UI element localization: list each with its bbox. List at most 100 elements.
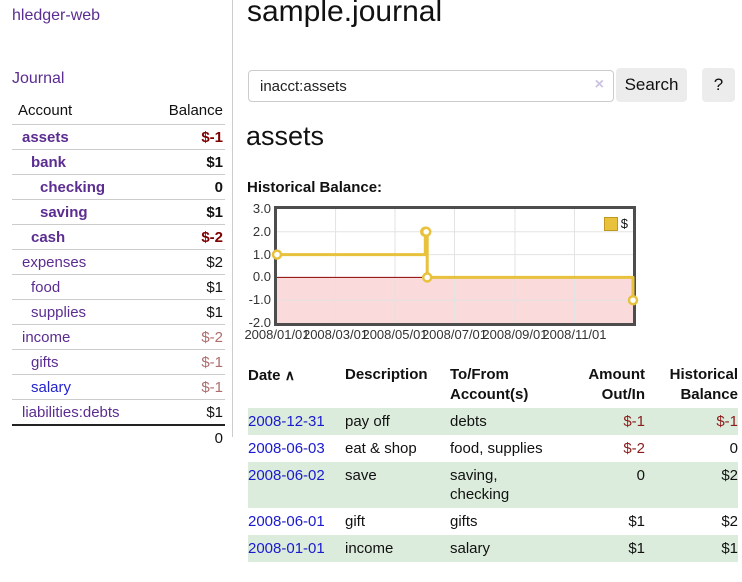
transaction-balance: 0 — [729, 440, 738, 457]
register-header-row: Date ∧ Description To/From Account(s) Am… — [248, 362, 738, 408]
account-balance: $-1 — [201, 378, 223, 396]
transaction-accounts: food, supplies — [450, 440, 543, 457]
accounts-total-value: 0 — [214, 429, 223, 447]
table-row: 2008-12-31 pay off debts $-1 $-1 — [248, 408, 738, 435]
transaction-amount: $1 — [628, 513, 645, 530]
transaction-balance: $2 — [721, 513, 738, 530]
accounts-header-balance: Balance — [168, 102, 223, 119]
account-balance: $-1 — [201, 353, 223, 371]
account-row: salary $-1 — [12, 374, 225, 400]
legend-label: $ — [620, 216, 628, 231]
account-link-gifts[interactable]: gifts — [31, 353, 59, 371]
account-link-supplies[interactable]: supplies — [31, 303, 87, 321]
y-axis-tick-label: -2.0 — [248, 315, 271, 330]
x-axis-tick-label: 2008/07/01 — [421, 327, 488, 342]
register-header-accounts: To/From Account(s) — [450, 366, 529, 403]
register-header-description: Description — [345, 366, 428, 383]
account-link-food[interactable]: food — [31, 278, 61, 296]
account-row: saving $1 — [12, 199, 225, 225]
help-button[interactable]: ? — [702, 68, 735, 102]
y-axis-tick-label: 2.0 — [252, 223, 271, 239]
table-row: 2008-06-01 gift gifts $1 $2 — [248, 508, 738, 535]
transaction-date-link[interactable]: 2008-06-01 — [248, 513, 325, 530]
register-table: Date ∧ Description To/From Account(s) Am… — [248, 362, 738, 562]
transaction-description: eat & shop — [345, 440, 417, 457]
chart-plot-area: $ — [271, 206, 639, 326]
transaction-balance: $2 — [721, 467, 738, 484]
account-link-salary[interactable]: salary — [31, 378, 72, 396]
account-balance: $1 — [206, 153, 223, 171]
account-balance: 0 — [214, 178, 223, 196]
account-balance: $-2 — [201, 328, 223, 346]
transaction-accounts: debts — [450, 413, 487, 430]
legend-swatch-icon — [603, 216, 618, 231]
transaction-date-link[interactable]: 2008-01-01 — [248, 540, 325, 557]
y-axis-tick-label: 3.0 — [252, 201, 271, 216]
account-balance: $-1 — [201, 128, 223, 146]
account-link-cash[interactable]: cash — [31, 228, 66, 246]
account-link-expenses[interactable]: expenses — [22, 253, 87, 271]
search-box: × — [248, 70, 614, 102]
historical-balance-chart: $ 3.0 2.0 1.0 0.0 -1.0 -2.0 2008/01/01 2008/03/… — [244, 201, 742, 347]
register-header-balance: Historical Balance — [669, 366, 738, 403]
transaction-accounts: salary — [450, 540, 491, 557]
transaction-balance: $-1 — [716, 413, 738, 430]
transaction-description: save — [345, 467, 377, 484]
register-header-date[interactable]: Date ∧ — [248, 367, 295, 384]
data-point-marker — [627, 294, 639, 306]
transaction-accounts: gifts — [450, 513, 478, 530]
table-row: 2008-06-03 eat & shop food, supplies $-2… — [248, 435, 738, 462]
account-balance: $2 — [206, 253, 223, 271]
account-row: checking 0 — [12, 174, 225, 200]
account-balance: $1 — [206, 303, 223, 321]
transaction-description: income — [345, 540, 394, 557]
account-link-income[interactable]: income — [22, 328, 71, 346]
account-row: income $-2 — [12, 324, 225, 350]
chart-title: Historical Balance: — [247, 179, 383, 196]
transaction-amount: $1 — [628, 540, 645, 557]
account-balance: $1 — [206, 203, 223, 221]
accounts-header-account: Account — [18, 102, 73, 119]
transaction-description: pay off — [345, 413, 390, 430]
transaction-balance: $1 — [721, 540, 738, 557]
transaction-date-link[interactable]: 2008-12-31 — [248, 413, 325, 430]
account-link-saving[interactable]: saving — [40, 203, 88, 221]
account-row: gifts $-1 — [12, 349, 225, 375]
sidebar: hledger-web Journal Account Balance asse… — [0, 0, 233, 447]
transaction-date-link[interactable]: 2008-06-02 — [248, 467, 325, 484]
x-axis-tick-label: 2008/01/01 — [244, 327, 310, 342]
y-axis-tick-label: -1.0 — [248, 292, 271, 308]
account-link-liabilities-debts[interactable]: liabilities:debts — [22, 403, 120, 421]
account-link-assets[interactable]: assets — [22, 128, 69, 146]
transaction-amount: 0 — [636, 467, 645, 484]
search-input[interactable] — [258, 72, 592, 100]
x-axis-tick-label: 2008/05/01 — [362, 327, 428, 342]
x-axis-tick-label: 2008/11/01 — [542, 327, 607, 342]
sidebar-item-journal[interactable]: Journal — [12, 70, 65, 87]
account-link-checking[interactable]: checking — [40, 178, 106, 196]
account-row: expenses $2 — [12, 249, 225, 275]
transaction-amount: $-2 — [623, 440, 645, 457]
account-row: food $1 — [12, 274, 225, 300]
app-title-link[interactable]: hledger-web — [12, 7, 101, 24]
table-row: 2008-06-02 save saving, checking 0 $2 — [248, 462, 738, 508]
clear-search-icon[interactable]: × — [594, 76, 604, 93]
account-balance: $-2 — [201, 228, 223, 246]
data-point-marker — [421, 272, 433, 283]
accounts-total-row: 0 — [12, 425, 225, 450]
x-axis-tick-label: 2008/09/01 — [482, 327, 548, 342]
search-button[interactable]: Search — [616, 68, 687, 102]
data-point-marker — [420, 226, 432, 238]
page-title: sample.journal — [247, 0, 443, 28]
chart-canvas — [271, 209, 639, 323]
account-link-bank[interactable]: bank — [31, 153, 67, 171]
transaction-accounts: saving, checking — [450, 467, 510, 503]
transaction-description: gift — [345, 513, 366, 530]
transaction-date-link[interactable]: 2008-06-03 — [248, 440, 325, 457]
transaction-amount: $-1 — [623, 413, 645, 430]
x-axis-tick-label: 2008/03/01 — [302, 327, 369, 342]
account-balance: $1 — [206, 278, 223, 296]
accounts-table: Account Balance assets $-1 bank $1 check… — [12, 99, 225, 450]
account-row: bank $1 — [12, 149, 225, 175]
